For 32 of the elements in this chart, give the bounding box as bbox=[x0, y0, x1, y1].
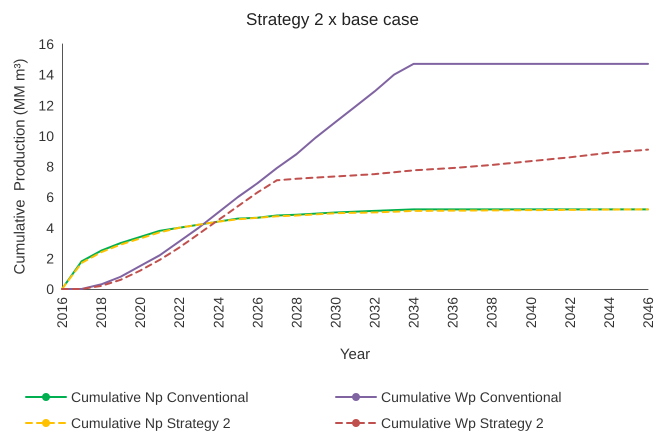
x-tick-label: 2030 bbox=[327, 296, 344, 328]
y-tick-label: 16 bbox=[38, 36, 54, 52]
x-tick-label: 2018 bbox=[93, 296, 110, 328]
y-tick-label: 2 bbox=[46, 250, 54, 266]
x-tick-label: 2020 bbox=[132, 296, 148, 328]
x-tick-label: 2032 bbox=[366, 296, 383, 328]
x-tick-label: 2028 bbox=[288, 296, 304, 328]
x-tick-label: 2024 bbox=[210, 296, 226, 328]
x-tick-label: 2044 bbox=[600, 296, 617, 328]
x-tick-label: 2034 bbox=[406, 296, 422, 328]
y-axis-title: Cumulative Production (MM m³) bbox=[12, 58, 29, 274]
x-tick-label: 2046 bbox=[640, 296, 656, 328]
x-tick-label: 2026 bbox=[249, 296, 266, 328]
y-tick-label: 12 bbox=[38, 97, 54, 114]
x-tick-label: 2040 bbox=[522, 296, 539, 328]
legend-label: Cumulative Np Conventional bbox=[71, 389, 248, 405]
x-tick-label: 2036 bbox=[444, 296, 461, 328]
legend-label: Cumulative Np Strategy 2 bbox=[71, 415, 231, 431]
chart-title: Strategy 2 x base case bbox=[246, 10, 419, 29]
y-tick-label: 8 bbox=[46, 158, 54, 174]
x-tick-label: 2038 bbox=[484, 296, 500, 328]
y-tick-label: 6 bbox=[46, 189, 54, 206]
legend-label: Cumulative Wp Strategy 2 bbox=[381, 415, 544, 431]
x-tick-label: 2016 bbox=[54, 296, 70, 328]
x-tick-label: 2042 bbox=[562, 296, 578, 328]
legend-label: Cumulative Wp Conventional bbox=[381, 389, 562, 405]
y-tick-label: 14 bbox=[38, 66, 54, 83]
y-tick-label: 4 bbox=[46, 220, 54, 236]
x-tick-label: 2022 bbox=[171, 296, 188, 328]
y-tick-label: 0 bbox=[46, 281, 54, 297]
y-tick-label: 10 bbox=[38, 128, 54, 144]
x-axis-title: Year bbox=[340, 346, 370, 363]
